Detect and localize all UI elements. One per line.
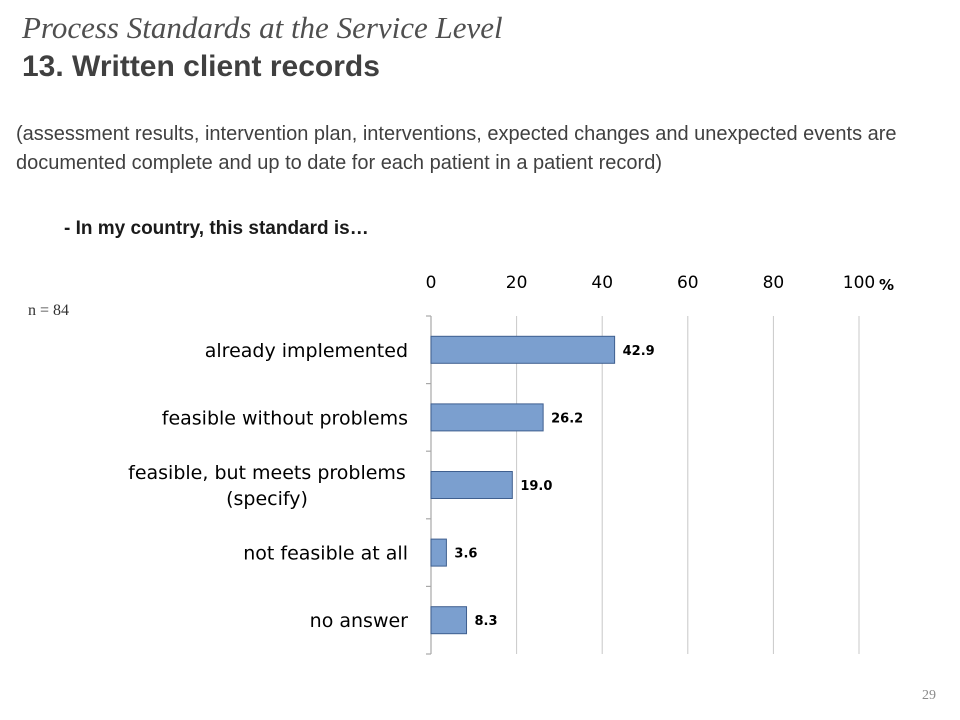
survey-question: - In my country, this standard is… <box>64 218 369 239</box>
x-tick-label: 60 <box>677 273 699 293</box>
category-label: feasible without problems <box>162 407 408 429</box>
data-label: 19.0 <box>520 479 552 494</box>
category-label: (specify) <box>226 488 308 510</box>
data-label: 3.6 <box>454 547 477 562</box>
sample-size: n = 84 <box>28 302 70 319</box>
category-label: feasible, but meets problems <box>128 462 406 484</box>
bar <box>430 403 544 432</box>
bar <box>430 606 468 635</box>
slide-subtitle: 13. Written client records <box>22 50 380 83</box>
slide-title: Process Standards at the Service Level <box>22 10 503 45</box>
data-label: 26.2 <box>551 411 583 426</box>
x-tick-label: 40 <box>591 273 613 293</box>
x-tick-label: 80 <box>763 273 785 293</box>
x-tick-label: 20 <box>506 273 528 293</box>
data-label: 8.3 <box>475 614 498 629</box>
bar <box>430 471 513 499</box>
data-label: 42.9 <box>623 344 655 359</box>
bar <box>430 335 616 364</box>
category-label: no answer <box>310 610 409 632</box>
standard-description: (assessment results, intervention plan, … <box>16 123 897 174</box>
x-tick-label: 0 <box>426 273 437 293</box>
x-tick-label: 100 <box>843 273 875 293</box>
bar <box>430 538 447 567</box>
category-label: already implemented <box>205 340 408 362</box>
category-label: not feasible at all <box>243 543 408 565</box>
x-axis-unit: % <box>879 276 894 294</box>
page-number: 29 <box>922 688 936 703</box>
